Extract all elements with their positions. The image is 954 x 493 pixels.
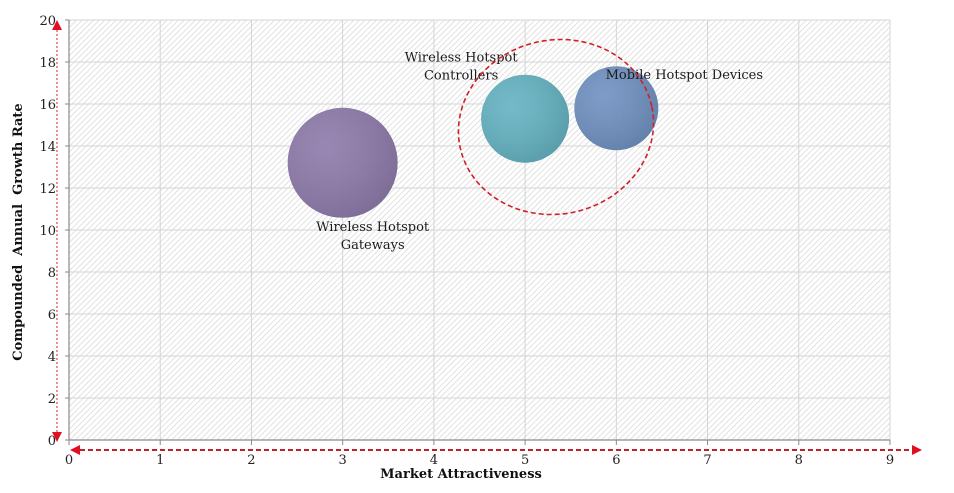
- x-tick-label: 9: [886, 453, 894, 468]
- y-tick-label: 16: [39, 98, 56, 113]
- y-tick-label: 18: [39, 56, 56, 71]
- gridlines: [69, 19, 891, 440]
- x-tick-label: 1: [156, 453, 164, 468]
- bubble-labels: Wireless Hotspot Gateways Wireless Hotspot…: [316, 51, 763, 253]
- bubble-label: Wireless Hotspot: [316, 220, 430, 235]
- x-tick-label: 4: [430, 453, 438, 468]
- x-axis-title: Market Attractiveness: [380, 467, 542, 482]
- x-tick-labels: 0 1 2 3 4 5 6 7 8 9: [65, 453, 894, 468]
- x-tick-label: 6: [612, 453, 620, 468]
- y-tick-label: 10: [39, 224, 56, 239]
- y-tick-label: 20: [39, 14, 56, 29]
- y-tick-labels: 0 2 4 6 8 10 12 14 16 18 20: [39, 14, 56, 449]
- bubbles: [287, 66, 659, 218]
- y-tick-label: 8: [48, 266, 56, 281]
- y-axis-title: Compounded Annual Growth Rate: [11, 103, 26, 360]
- bubble-label: Controllers: [424, 69, 498, 84]
- x-tick-label: 7: [703, 453, 711, 468]
- bubble-label: Wireless Hotspot: [405, 51, 519, 66]
- bubble-label: Mobile Hotspot Devices: [606, 68, 763, 83]
- x-tick-label: 3: [339, 453, 347, 468]
- y-tick-label: 14: [39, 140, 56, 155]
- y-tick-label: 0: [48, 434, 56, 449]
- y-tick-label: 2: [48, 392, 56, 407]
- x-tick-label: 2: [247, 453, 255, 468]
- x-axis-arrow: [70, 445, 922, 455]
- y-axis-arrow: [52, 20, 62, 442]
- y-tick-label: 4: [48, 350, 56, 365]
- highlight-ellipse: [457, 38, 655, 216]
- y-tick-label: 6: [48, 308, 56, 323]
- x-tick-label: 0: [65, 453, 73, 468]
- x-tick-label: 8: [795, 453, 803, 468]
- bubble-label: Gateways: [341, 238, 405, 253]
- axes: [65, 19, 891, 445]
- y-tick-label: 12: [39, 182, 56, 197]
- x-tick-label: 5: [521, 453, 529, 468]
